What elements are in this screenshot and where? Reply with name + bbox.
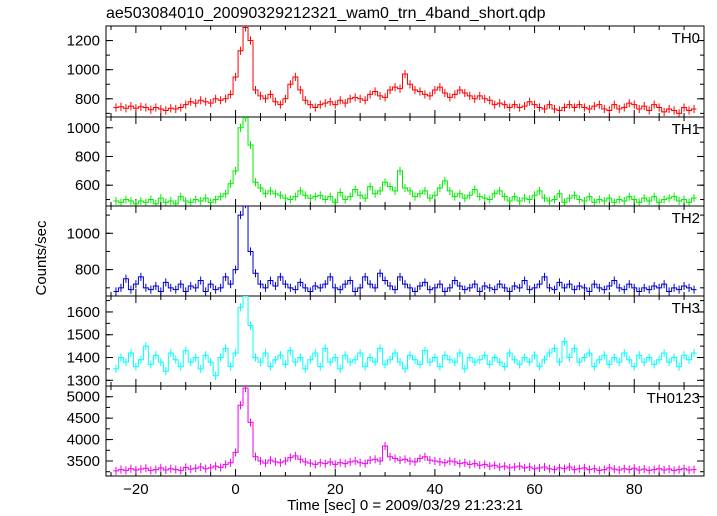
x-tick-label: 0 xyxy=(231,481,239,498)
series-group-th3 xyxy=(113,296,697,380)
x-tick-label: 40 xyxy=(427,481,444,498)
chart-title: ae503084010_20090329212321_wam0_trn_4ban… xyxy=(106,5,546,22)
y-tick-label-th1: 1000 xyxy=(67,120,100,137)
y-tick-label-th1: 600 xyxy=(75,177,100,194)
y-tick-label-th3: 1300 xyxy=(67,372,100,389)
panel-label-th0123: TH0123 xyxy=(647,390,700,407)
x-tick-label: 20 xyxy=(327,481,344,498)
y-tick-label-th2: 800 xyxy=(75,262,100,279)
series-line-th1 xyxy=(113,117,697,205)
panel-frame-th0123 xyxy=(105,385,705,477)
series-line-th3 xyxy=(113,296,697,377)
y-tick-label-th0123: 4000 xyxy=(67,432,100,449)
series-line-th2 xyxy=(113,206,697,292)
series-group-th0 xyxy=(113,26,697,117)
y-tick-label-th1: 800 xyxy=(75,148,100,165)
series-line-th0123 xyxy=(113,387,697,472)
x-tick-label: 80 xyxy=(626,481,643,498)
panel-label-th1: TH1 xyxy=(672,121,700,138)
y-axis-title: Counts/sec xyxy=(33,220,50,296)
y-tick-label-th3: 1600 xyxy=(67,304,100,321)
y-tick-label-th0123: 5000 xyxy=(67,389,100,406)
x-tick-label: 60 xyxy=(526,481,543,498)
series-line-th0 xyxy=(113,26,697,114)
y-tick-label-th0: 800 xyxy=(75,91,100,108)
series-group-th1 xyxy=(113,117,697,206)
y-tick-label-th0123: 3500 xyxy=(67,453,100,470)
panel-frame-th1 xyxy=(105,116,705,207)
panel-label-th0: TH0 xyxy=(672,30,700,47)
x-axis-title: Time [sec] 0 = 2009/03/29 21:23:21 xyxy=(287,497,523,514)
x-tick-label: −20 xyxy=(123,481,148,498)
series-group-th0123 xyxy=(113,386,697,475)
y-tick-label-th0: 1000 xyxy=(67,62,100,79)
y-tick-label-th2: 1000 xyxy=(67,225,100,242)
panel-label-th3: TH3 xyxy=(672,300,700,317)
y-tick-label-th0123: 4500 xyxy=(67,410,100,427)
y-tick-label-th0: 1200 xyxy=(67,33,100,50)
panel-label-th2: TH2 xyxy=(672,210,700,227)
y-tick-label-th3: 1400 xyxy=(67,350,100,367)
series-group-th2 xyxy=(113,206,697,296)
y-tick-label-th3: 1500 xyxy=(67,327,100,344)
